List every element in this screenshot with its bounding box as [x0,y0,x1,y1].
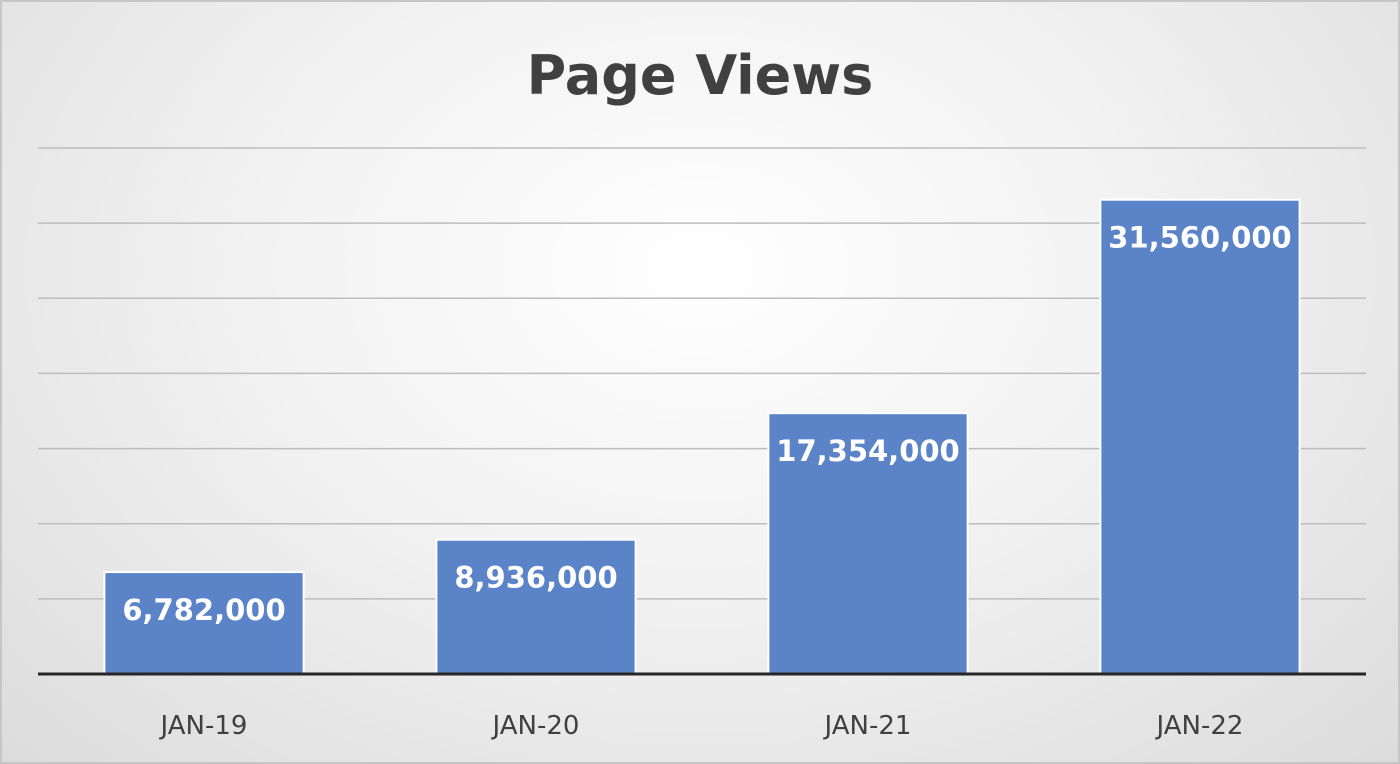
data-label: 31,560,000 [1108,221,1291,255]
chart-title: Page Views [527,44,874,107]
bar [435,538,637,676]
data-label: 8,936,000 [454,561,617,595]
x-tick-label: JAN-21 [823,711,912,741]
data-labels: 6,782,000 8,936,000 17,354,000 31,560,000 [122,221,1291,627]
bars [103,198,1301,676]
gridlines [38,147,1366,600]
bar [1099,198,1301,676]
data-label: 6,782,000 [122,593,285,627]
data-label: 17,354,000 [776,434,959,468]
x-tick-label: JAN-22 [1155,711,1244,741]
x-tick-label: JAN-20 [491,711,580,741]
bar [767,412,969,675]
x-tick-labels: JAN-19 JAN-20 JAN-21 JAN-22 [159,711,1244,741]
x-tick-label: JAN-19 [159,711,248,741]
